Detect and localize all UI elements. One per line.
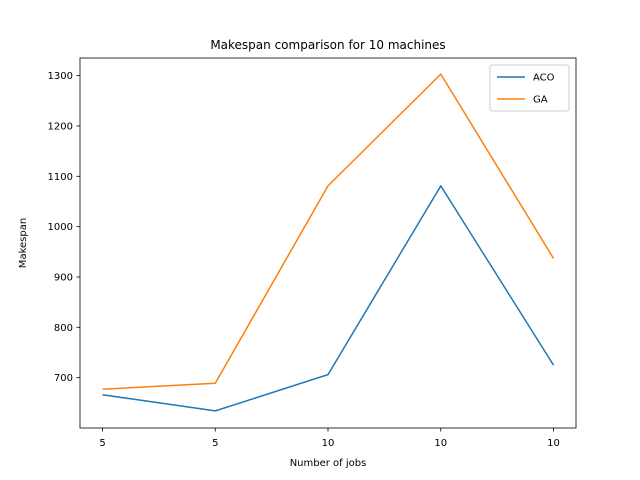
series-layer bbox=[102, 73, 555, 412]
y-axis: 700 800 900 1000 1100 1200 1300 bbox=[48, 71, 80, 384]
legend-box bbox=[489, 64, 570, 112]
series-line-ga bbox=[102, 73, 555, 390]
x-tick-label: 10 bbox=[322, 438, 335, 449]
y-tick-label: 900 bbox=[54, 272, 73, 283]
y-tick-label: 1000 bbox=[48, 222, 73, 233]
legend-label-aco: ACO bbox=[533, 73, 555, 84]
legend: ACO GA bbox=[489, 64, 570, 112]
y-tick-label: 1200 bbox=[48, 121, 73, 132]
x-axis-label: Number of jobs bbox=[290, 458, 367, 469]
series-line-aco bbox=[102, 185, 555, 412]
x-tick-label: 5 bbox=[212, 438, 218, 449]
chart-title: Makespan comparison for 10 machines bbox=[210, 38, 445, 52]
x-axis: 5 5 10 10 10 bbox=[99, 428, 560, 449]
plot-area bbox=[80, 58, 576, 428]
legend-label-ga: GA bbox=[533, 95, 548, 106]
x-tick-label: 10 bbox=[434, 438, 447, 449]
y-axis-label: Makespan bbox=[18, 218, 29, 268]
y-tick-label: 1300 bbox=[48, 71, 73, 82]
y-tick-label: 800 bbox=[54, 323, 73, 334]
y-tick-label: 700 bbox=[54, 373, 73, 384]
y-tick-label: 1100 bbox=[48, 172, 73, 183]
plot-frame bbox=[79, 57, 577, 429]
x-tick-label: 10 bbox=[547, 438, 560, 449]
x-tick-label: 5 bbox=[99, 438, 105, 449]
